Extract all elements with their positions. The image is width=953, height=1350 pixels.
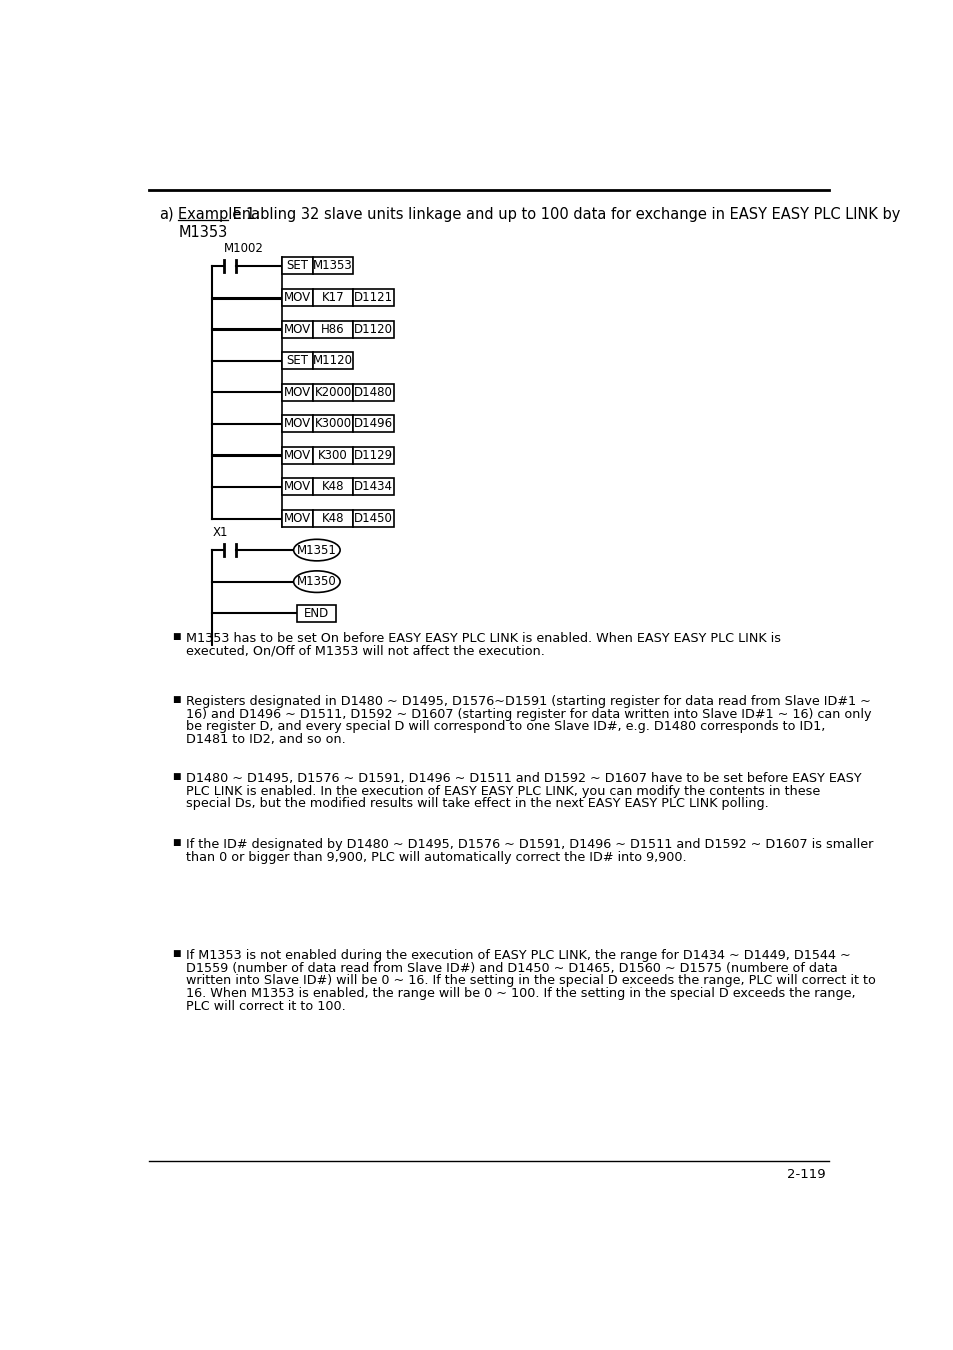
Text: K17: K17 [321, 292, 344, 304]
Text: MOV: MOV [284, 512, 311, 525]
Ellipse shape [294, 571, 340, 593]
Text: K48: K48 [321, 481, 344, 494]
Text: Example 1:: Example 1: [178, 207, 260, 221]
FancyBboxPatch shape [313, 478, 353, 495]
Text: PLC will correct it to 100.: PLC will correct it to 100. [186, 1000, 345, 1012]
FancyBboxPatch shape [353, 447, 394, 464]
FancyBboxPatch shape [313, 510, 353, 526]
Text: SET: SET [286, 354, 308, 367]
Text: M1120: M1120 [313, 354, 353, 367]
Text: PLC LINK is enabled. In the execution of EASY EASY PLC LINK, you can modify the : PLC LINK is enabled. In the execution of… [186, 784, 820, 798]
FancyBboxPatch shape [282, 320, 313, 338]
Text: D1480: D1480 [354, 386, 393, 398]
FancyBboxPatch shape [282, 447, 313, 464]
Text: D1481 to ID2, and so on.: D1481 to ID2, and so on. [186, 733, 345, 747]
FancyBboxPatch shape [313, 258, 353, 274]
Text: SET: SET [286, 259, 308, 273]
Text: be register D, and every special D will correspond to one Slave ID#, e.g. D1480 : be register D, and every special D will … [186, 721, 824, 733]
FancyBboxPatch shape [297, 605, 335, 622]
Text: ■: ■ [172, 632, 180, 641]
Text: 2-119: 2-119 [786, 1168, 825, 1181]
FancyBboxPatch shape [282, 383, 313, 401]
Text: D1480 ~ D1495, D1576 ~ D1591, D1496 ~ D1511 and D1592 ~ D1607 have to be set bef: D1480 ~ D1495, D1576 ~ D1591, D1496 ~ D1… [186, 772, 861, 784]
FancyBboxPatch shape [313, 289, 353, 306]
FancyBboxPatch shape [282, 510, 313, 526]
FancyBboxPatch shape [282, 289, 313, 306]
Text: If the ID# designated by D1480 ~ D1495, D1576 ~ D1591, D1496 ~ D1511 and D1592 ~: If the ID# designated by D1480 ~ D1495, … [186, 838, 872, 850]
Text: ■: ■ [172, 695, 180, 703]
FancyBboxPatch shape [353, 478, 394, 495]
FancyBboxPatch shape [282, 416, 313, 432]
Text: MOV: MOV [284, 386, 311, 398]
Text: special Ds, but the modified results will take effect in the next EASY EASY PLC : special Ds, but the modified results wil… [186, 798, 768, 810]
FancyBboxPatch shape [353, 510, 394, 526]
FancyBboxPatch shape [282, 352, 313, 369]
Text: 16. When M1353 is enabled, the range will be 0 ~ 100. If the setting in the spec: 16. When M1353 is enabled, the range wil… [186, 987, 855, 1000]
Text: M1353: M1353 [313, 259, 353, 273]
Text: MOV: MOV [284, 448, 311, 462]
Text: ■: ■ [172, 772, 180, 780]
Text: If M1353 is not enabled during the execution of EASY PLC LINK, the range for D14: If M1353 is not enabled during the execu… [186, 949, 850, 963]
Text: a): a) [159, 207, 174, 221]
Text: X1: X1 [212, 526, 228, 539]
FancyBboxPatch shape [353, 289, 394, 306]
FancyBboxPatch shape [353, 383, 394, 401]
Text: M1002: M1002 [224, 242, 263, 255]
FancyBboxPatch shape [282, 258, 313, 274]
Text: Enabling 32 slave units linkage and up to 100 data for exchange in EASY EASY PLC: Enabling 32 slave units linkage and up t… [228, 207, 900, 221]
Text: than 0 or bigger than 9,900, PLC will automatically correct the ID# into 9,900.: than 0 or bigger than 9,900, PLC will au… [186, 850, 686, 864]
Text: D1129: D1129 [354, 448, 393, 462]
Text: ■: ■ [172, 838, 180, 846]
FancyBboxPatch shape [282, 478, 313, 495]
Text: K3000: K3000 [314, 417, 352, 431]
FancyBboxPatch shape [313, 416, 353, 432]
Text: M1353: M1353 [178, 224, 227, 239]
FancyBboxPatch shape [313, 352, 353, 369]
Text: D1496: D1496 [354, 417, 393, 431]
FancyBboxPatch shape [313, 383, 353, 401]
FancyBboxPatch shape [313, 447, 353, 464]
Text: MOV: MOV [284, 417, 311, 431]
Text: D1434: D1434 [354, 481, 393, 494]
FancyBboxPatch shape [353, 416, 394, 432]
Text: K2000: K2000 [314, 386, 352, 398]
Text: D1559 (number of data read from Slave ID#) and D1450 ~ D1465, D1560 ~ D1575 (num: D1559 (number of data read from Slave ID… [186, 961, 837, 975]
Text: MOV: MOV [284, 292, 311, 304]
Text: M1353 has to be set On before EASY EASY PLC LINK is enabled. When EASY EASY PLC : M1353 has to be set On before EASY EASY … [186, 632, 781, 645]
Ellipse shape [294, 539, 340, 560]
Text: written into Slave ID#) will be 0 ~ 16. If the setting in the special D exceeds : written into Slave ID#) will be 0 ~ 16. … [186, 975, 875, 987]
Text: D1120: D1120 [354, 323, 393, 336]
Text: D1450: D1450 [354, 512, 393, 525]
Text: ■: ■ [172, 949, 180, 958]
FancyBboxPatch shape [353, 320, 394, 338]
Text: K300: K300 [318, 448, 348, 462]
Text: H86: H86 [321, 323, 345, 336]
Text: executed, On/Off of M1353 will not affect the execution.: executed, On/Off of M1353 will not affec… [186, 644, 544, 657]
Text: D1121: D1121 [354, 292, 393, 304]
Text: MOV: MOV [284, 323, 311, 336]
Text: MOV: MOV [284, 481, 311, 494]
Text: Registers designated in D1480 ~ D1495, D1576~D1591 (starting register for data r: Registers designated in D1480 ~ D1495, D… [186, 695, 870, 707]
Text: 16) and D1496 ~ D1511, D1592 ~ D1607 (starting register for data written into Sl: 16) and D1496 ~ D1511, D1592 ~ D1607 (st… [186, 707, 870, 721]
Text: END: END [304, 606, 329, 620]
Text: M1350: M1350 [296, 575, 336, 589]
Text: K48: K48 [321, 512, 344, 525]
FancyBboxPatch shape [313, 320, 353, 338]
Text: M1351: M1351 [296, 544, 336, 556]
